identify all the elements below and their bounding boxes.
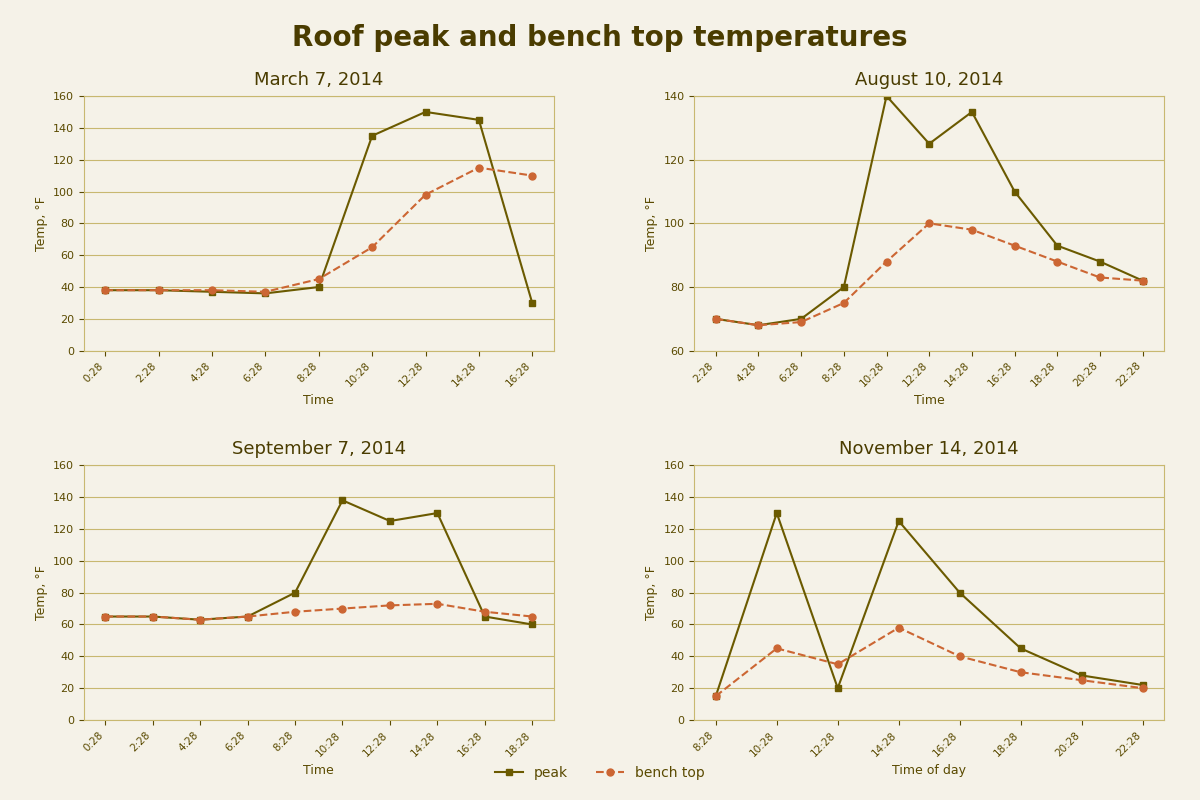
peak bbox=[836, 282, 851, 292]
peak bbox=[1093, 257, 1108, 266]
peak bbox=[830, 683, 845, 693]
peak bbox=[526, 298, 540, 308]
bench top bbox=[892, 623, 906, 633]
peak bbox=[769, 508, 784, 518]
bench top bbox=[288, 607, 302, 617]
bench top bbox=[769, 643, 784, 653]
bench top bbox=[751, 321, 766, 330]
X-axis label: Time of day: Time of day bbox=[893, 764, 966, 777]
peak bbox=[335, 495, 349, 505]
bench top bbox=[472, 163, 486, 173]
bench top bbox=[240, 612, 254, 622]
peak bbox=[205, 287, 220, 297]
bench top bbox=[965, 225, 979, 234]
bench top bbox=[1135, 683, 1150, 693]
bench top bbox=[430, 599, 444, 609]
peak bbox=[365, 131, 379, 141]
peak bbox=[1135, 276, 1150, 286]
peak bbox=[751, 321, 766, 330]
Title: March 7, 2014: March 7, 2014 bbox=[254, 71, 384, 89]
bench top bbox=[880, 257, 894, 266]
Title: August 10, 2014: August 10, 2014 bbox=[856, 71, 1003, 89]
peak bbox=[258, 289, 272, 298]
peak bbox=[1014, 643, 1028, 653]
peak bbox=[383, 516, 397, 526]
peak bbox=[288, 588, 302, 598]
peak bbox=[1007, 186, 1021, 196]
Title: September 7, 2014: September 7, 2014 bbox=[232, 440, 406, 458]
Title: November 14, 2014: November 14, 2014 bbox=[840, 440, 1019, 458]
bench top bbox=[478, 607, 492, 617]
bench top bbox=[365, 242, 379, 252]
bench top bbox=[205, 286, 220, 295]
bench top bbox=[1135, 276, 1150, 286]
bench top bbox=[151, 286, 166, 295]
peak bbox=[953, 588, 967, 598]
peak bbox=[98, 612, 113, 622]
bench top bbox=[98, 612, 113, 622]
bench top bbox=[335, 604, 349, 614]
peak bbox=[1050, 241, 1064, 250]
bench top bbox=[1093, 273, 1108, 282]
bench top bbox=[383, 601, 397, 610]
peak bbox=[145, 612, 160, 622]
Line: peak: peak bbox=[713, 93, 1146, 329]
bench top bbox=[98, 286, 113, 295]
bench top bbox=[953, 651, 967, 661]
bench top bbox=[526, 612, 540, 622]
X-axis label: Time: Time bbox=[914, 394, 944, 407]
bench top bbox=[836, 298, 851, 308]
peak bbox=[1135, 680, 1150, 690]
bench top bbox=[830, 659, 845, 669]
peak bbox=[708, 691, 722, 701]
bench top bbox=[708, 314, 722, 324]
bench top bbox=[1014, 667, 1028, 677]
bench top bbox=[1050, 257, 1064, 266]
X-axis label: Time: Time bbox=[304, 764, 334, 777]
peak bbox=[526, 620, 540, 630]
peak bbox=[472, 115, 486, 125]
peak bbox=[922, 139, 936, 149]
Text: Roof peak and bench top temperatures: Roof peak and bench top temperatures bbox=[292, 24, 908, 52]
Line: bench top: bench top bbox=[713, 220, 1146, 329]
peak bbox=[965, 107, 979, 117]
Y-axis label: Temp, °F: Temp, °F bbox=[35, 196, 48, 250]
Y-axis label: Temp, °F: Temp, °F bbox=[646, 196, 658, 250]
Line: bench top: bench top bbox=[102, 164, 535, 295]
Line: peak: peak bbox=[713, 510, 1146, 699]
peak bbox=[430, 508, 444, 518]
Line: bench top: bench top bbox=[102, 600, 535, 623]
peak bbox=[151, 286, 166, 295]
peak bbox=[794, 314, 809, 324]
bench top bbox=[1007, 241, 1021, 250]
peak bbox=[193, 615, 208, 625]
bench top bbox=[193, 615, 208, 625]
bench top bbox=[258, 287, 272, 297]
Y-axis label: Temp, °F: Temp, °F bbox=[35, 566, 48, 620]
Line: peak: peak bbox=[102, 109, 535, 306]
peak bbox=[312, 282, 326, 292]
bench top bbox=[794, 318, 809, 327]
bench top bbox=[1074, 675, 1088, 685]
Line: bench top: bench top bbox=[713, 624, 1146, 699]
Line: peak: peak bbox=[102, 497, 535, 628]
peak bbox=[419, 107, 433, 117]
Legend: peak, bench top: peak, bench top bbox=[490, 760, 710, 785]
bench top bbox=[312, 274, 326, 284]
bench top bbox=[145, 612, 160, 622]
peak bbox=[892, 516, 906, 526]
bench top bbox=[526, 170, 540, 180]
peak bbox=[98, 286, 113, 295]
peak bbox=[1074, 670, 1088, 680]
peak bbox=[880, 91, 894, 101]
peak bbox=[478, 612, 492, 622]
bench top bbox=[708, 691, 722, 701]
Y-axis label: Temp, °F: Temp, °F bbox=[646, 566, 658, 620]
peak bbox=[240, 612, 254, 622]
peak bbox=[708, 314, 722, 324]
X-axis label: Time: Time bbox=[304, 394, 334, 407]
bench top bbox=[419, 190, 433, 199]
bench top bbox=[922, 218, 936, 228]
